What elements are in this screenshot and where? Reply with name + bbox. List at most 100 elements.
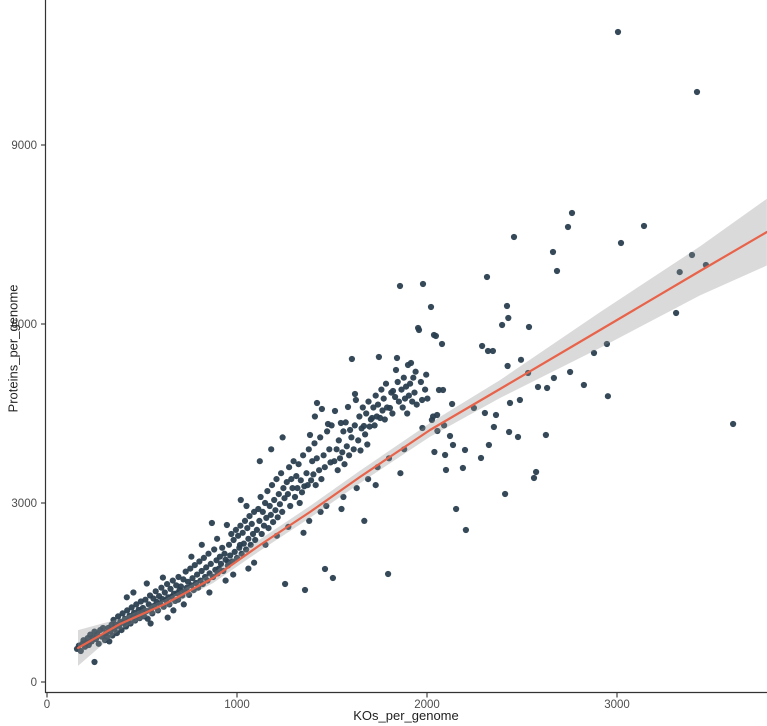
data-point xyxy=(395,398,402,405)
data-point xyxy=(198,567,205,575)
data-point xyxy=(245,535,252,542)
data-point xyxy=(182,568,189,575)
data-point xyxy=(118,627,125,634)
data-point xyxy=(221,550,228,557)
data-point xyxy=(228,530,235,538)
data-point xyxy=(338,505,345,513)
data-point xyxy=(333,446,340,453)
data-point xyxy=(123,594,130,601)
data-point xyxy=(489,347,496,355)
data-point xyxy=(328,422,335,429)
data-point xyxy=(263,514,270,522)
data-point xyxy=(365,398,372,405)
data-point xyxy=(396,282,404,290)
data-point xyxy=(170,607,177,614)
data-point xyxy=(382,380,390,387)
data-point xyxy=(115,613,122,620)
scatter-points xyxy=(73,28,737,666)
data-point xyxy=(295,461,302,468)
data-point xyxy=(268,446,275,453)
data-point xyxy=(274,514,281,521)
data-point xyxy=(103,633,111,640)
data-point xyxy=(281,495,288,502)
data-point xyxy=(525,323,533,331)
data-point xyxy=(284,491,291,498)
data-point xyxy=(133,601,140,608)
y-tick-label: 0 xyxy=(31,677,37,689)
data-point xyxy=(510,233,518,241)
data-point xyxy=(461,446,469,454)
data-point xyxy=(360,422,367,430)
data-point xyxy=(198,541,205,548)
data-point xyxy=(318,476,325,483)
data-point xyxy=(357,447,364,454)
data-point xyxy=(377,414,384,422)
data-point xyxy=(389,387,397,395)
data-point xyxy=(442,451,449,459)
data-point xyxy=(379,407,386,414)
data-point xyxy=(225,541,233,548)
data-point xyxy=(287,502,294,510)
data-point xyxy=(492,411,500,419)
data-point xyxy=(279,434,286,441)
data-point xyxy=(427,303,435,311)
data-point xyxy=(339,449,346,456)
data-point xyxy=(251,559,258,566)
data-point xyxy=(158,584,165,591)
data-point xyxy=(253,526,260,534)
data-point xyxy=(310,471,317,478)
data-point xyxy=(271,496,278,504)
data-point xyxy=(347,426,354,434)
data-point xyxy=(484,347,492,355)
data-point xyxy=(405,392,412,399)
data-point xyxy=(590,349,598,357)
data-point xyxy=(343,443,350,450)
data-point xyxy=(346,452,353,459)
data-point xyxy=(422,386,429,393)
data-point xyxy=(183,584,190,591)
trend-line xyxy=(76,230,767,650)
data-point xyxy=(400,374,407,381)
data-point xyxy=(321,565,329,573)
data-point xyxy=(169,577,176,584)
data-point xyxy=(219,544,226,551)
data-point xyxy=(267,511,274,518)
data-point xyxy=(240,540,247,547)
data-point xyxy=(502,490,509,498)
data-point xyxy=(128,604,135,611)
data-point xyxy=(356,413,363,420)
data-point xyxy=(477,454,485,462)
data-point xyxy=(191,562,198,569)
data-point xyxy=(351,422,358,429)
data-point xyxy=(506,428,513,436)
data-point xyxy=(196,558,203,565)
data-point xyxy=(423,371,430,378)
data-point xyxy=(122,623,130,630)
data-point xyxy=(268,482,276,489)
data-point xyxy=(483,273,491,281)
x-tick-label: 3000 xyxy=(604,699,630,711)
data-point xyxy=(130,589,137,596)
data-point xyxy=(323,502,330,510)
data-point xyxy=(604,393,612,400)
data-point xyxy=(152,588,159,595)
data-point xyxy=(238,550,245,557)
data-point xyxy=(95,640,102,647)
data-point xyxy=(189,575,196,582)
data-point xyxy=(149,610,156,617)
data-point xyxy=(363,410,370,417)
data-point xyxy=(264,488,271,495)
data-point xyxy=(208,519,215,527)
data-point xyxy=(533,468,540,476)
data-point xyxy=(200,554,207,562)
data-point xyxy=(355,437,362,444)
data-point xyxy=(321,464,328,471)
data-point xyxy=(194,571,201,578)
data-point xyxy=(334,467,341,474)
data-point xyxy=(544,384,551,392)
data-point xyxy=(206,589,213,596)
data-point xyxy=(439,386,447,394)
data-point xyxy=(256,517,263,525)
data-point xyxy=(110,616,117,624)
data-point xyxy=(282,580,289,588)
